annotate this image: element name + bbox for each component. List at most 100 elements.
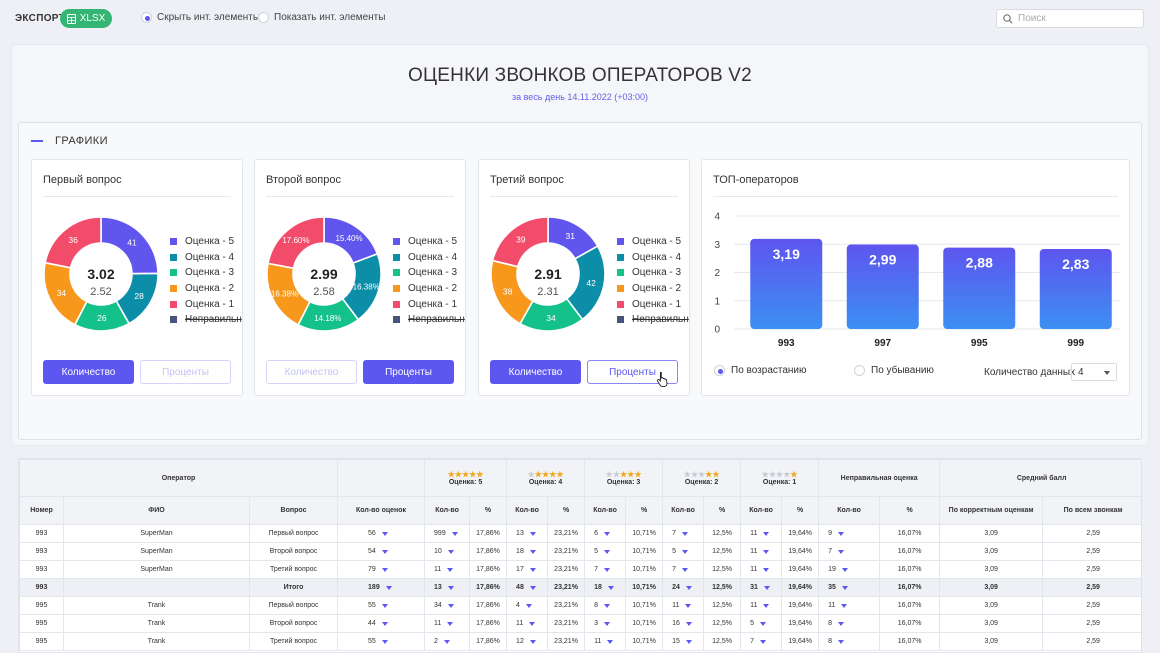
cell-dropdown[interactable]: 11 — [741, 602, 781, 609]
caret-down-icon[interactable] — [529, 639, 536, 644]
sort-descending-radio[interactable]: По убыванию — [854, 365, 934, 376]
legend-item[interactable]: Оценка - 2 — [393, 281, 465, 297]
cell-dropdown[interactable]: 16 — [663, 620, 703, 627]
cell-dropdown[interactable]: 5 — [585, 548, 625, 555]
legend-item[interactable]: Оценка - 1 — [617, 296, 689, 312]
header-count[interactable]: Кол-во — [584, 496, 627, 525]
caret-down-icon[interactable] — [447, 567, 454, 572]
caret-down-icon[interactable] — [685, 621, 692, 626]
legend-item[interactable]: Оценка - 3 — [393, 265, 465, 281]
cell-dropdown[interactable]: 12 — [507, 638, 547, 645]
legend-item[interactable]: Оценка - 5 — [617, 234, 689, 250]
cell-dropdown[interactable]: 5 — [741, 620, 781, 627]
legend-item[interactable]: Оценка - 4 — [617, 250, 689, 266]
collapse-icon[interactable] — [31, 140, 43, 142]
caret-down-icon[interactable] — [685, 585, 692, 590]
cell-dropdown[interactable]: 17 — [507, 566, 547, 573]
caret-down-icon[interactable] — [451, 531, 458, 536]
cell-dropdown[interactable]: 55 — [338, 638, 424, 645]
cell-dropdown[interactable]: 18 — [585, 584, 625, 591]
caret-down-icon[interactable] — [603, 531, 610, 536]
caret-down-icon[interactable] — [841, 585, 848, 590]
caret-down-icon[interactable] — [529, 549, 536, 554]
cell-dropdown[interactable]: 11 — [819, 602, 879, 609]
bar[interactable] — [750, 238, 823, 329]
caret-down-icon[interactable] — [681, 549, 688, 554]
caret-down-icon[interactable] — [447, 621, 454, 626]
cell-dropdown[interactable]: 999 — [425, 530, 469, 537]
caret-down-icon[interactable] — [841, 567, 848, 572]
caret-down-icon[interactable] — [841, 603, 848, 608]
cell-dropdown[interactable]: 11 — [741, 530, 781, 537]
cell-dropdown[interactable]: 189 — [338, 584, 424, 591]
section-header[interactable]: ГРАФИКИ — [31, 135, 108, 147]
caret-down-icon[interactable] — [443, 639, 450, 644]
header-pct[interactable]: % — [625, 496, 664, 525]
legend-item[interactable]: Неправильн — [393, 312, 465, 328]
legend-item[interactable]: Оценка - 4 — [393, 250, 465, 266]
header-count-scores[interactable]: Кол-во оценок — [337, 496, 426, 525]
caret-down-icon[interactable] — [381, 603, 388, 608]
cell-dropdown[interactable]: 15 — [663, 638, 703, 645]
legend-item[interactable]: Оценка - 4 — [170, 250, 242, 266]
cell-dropdown[interactable]: 11 — [425, 566, 469, 573]
caret-down-icon[interactable] — [763, 531, 770, 536]
caret-down-icon[interactable] — [760, 639, 766, 644]
caret-down-icon[interactable] — [447, 603, 454, 608]
cell-dropdown[interactable]: 2 — [425, 638, 469, 645]
cell-dropdown[interactable]: 3 — [585, 620, 625, 627]
header-pct[interactable]: % — [703, 496, 742, 525]
header-question[interactable]: Вопрос — [248, 496, 339, 525]
header-pct[interactable]: % — [879, 496, 941, 525]
legend-item[interactable]: Неправильн — [617, 312, 689, 328]
header-avg-correct[interactable]: По корректным оценкам — [939, 496, 1044, 525]
count-button[interactable]: Количество — [266, 360, 357, 384]
caret-down-icon[interactable] — [603, 621, 610, 626]
caret-down-icon[interactable] — [603, 567, 610, 572]
legend-item[interactable]: Оценка - 1 — [170, 296, 242, 312]
cell-dropdown[interactable]: 24 — [663, 584, 703, 591]
caret-down-icon[interactable] — [447, 549, 454, 554]
caret-down-icon[interactable] — [681, 567, 688, 572]
header-avg-all[interactable]: По всем звонкам — [1042, 496, 1141, 525]
caret-down-icon[interactable] — [381, 621, 388, 626]
search-input[interactable] — [1018, 13, 1128, 24]
caret-down-icon[interactable] — [529, 621, 536, 626]
header-number[interactable]: Номер — [19, 496, 64, 525]
bar[interactable] — [846, 244, 919, 329]
header-pct[interactable]: % — [547, 496, 586, 525]
cell-dropdown[interactable]: 7 — [663, 530, 703, 537]
caret-down-icon[interactable] — [763, 567, 770, 572]
caret-down-icon[interactable] — [381, 567, 388, 572]
header-count[interactable]: Кол-во — [424, 496, 471, 525]
cell-dropdown[interactable]: 34 — [425, 602, 469, 609]
caret-down-icon[interactable] — [838, 531, 845, 536]
caret-down-icon[interactable] — [381, 639, 388, 644]
caret-down-icon[interactable] — [685, 603, 692, 608]
cell-dropdown[interactable]: 31 — [741, 584, 781, 591]
caret-down-icon[interactable] — [381, 549, 388, 554]
cell-dropdown[interactable]: 7 — [819, 548, 879, 555]
caret-down-icon[interactable] — [838, 639, 845, 644]
cell-dropdown[interactable]: 79 — [338, 566, 424, 573]
legend-item[interactable]: Оценка - 2 — [170, 281, 242, 297]
caret-down-icon[interactable] — [685, 639, 692, 644]
header-fio[interactable]: ФИО — [63, 496, 250, 525]
caret-down-icon[interactable] — [525, 603, 532, 608]
legend-item[interactable]: Оценка - 3 — [170, 265, 242, 281]
cell-dropdown[interactable]: 54 — [338, 548, 424, 555]
cell-dropdown[interactable]: 6 — [585, 530, 625, 537]
caret-down-icon[interactable] — [760, 621, 766, 626]
count-button[interactable]: Количество — [490, 360, 581, 384]
cell-dropdown[interactable]: 11 — [425, 620, 469, 627]
header-count[interactable]: Кол-во — [818, 496, 881, 525]
cell-dropdown[interactable]: 10 — [425, 548, 469, 555]
caret-down-icon[interactable] — [603, 549, 610, 554]
header-count[interactable]: Кол-во — [506, 496, 549, 525]
cell-dropdown[interactable]: 8 — [585, 602, 625, 609]
caret-down-icon[interactable] — [763, 549, 770, 554]
header-count[interactable]: Кол-во — [740, 496, 783, 525]
count-button[interactable]: Количество — [43, 360, 134, 384]
bar[interactable] — [1039, 249, 1112, 329]
cell-dropdown[interactable]: 56 — [338, 530, 424, 537]
